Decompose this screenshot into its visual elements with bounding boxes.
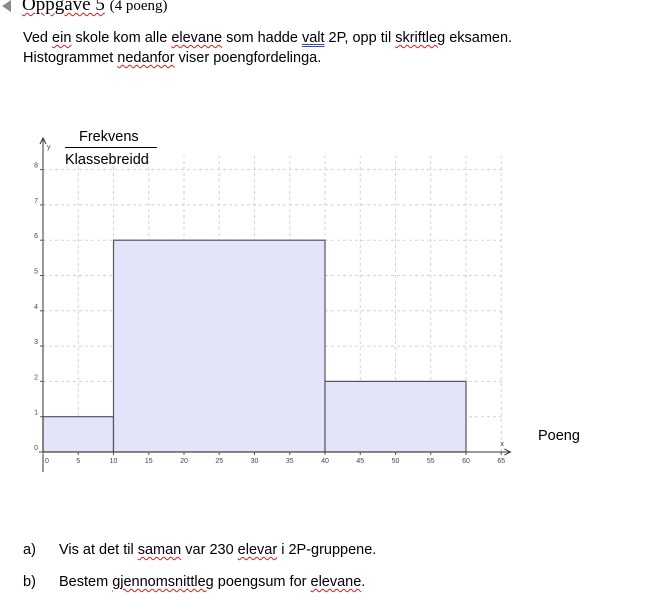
y-tick-label: 6 — [34, 233, 38, 240]
x-tick-label: 35 — [286, 458, 294, 465]
question-text-part: Vis at det til — [59, 542, 138, 558]
question-text-part: . — [361, 574, 366, 590]
intro-text-part: Ved — [23, 30, 53, 46]
y-label-denominator: Klassebreidd — [65, 152, 149, 168]
histogram-bar — [42, 416, 115, 453]
x-tick-label: 25 — [215, 458, 223, 465]
intro-text: Ved ein skole kom alle elevane som hadde… — [23, 28, 512, 68]
x-tick-label: 10 — [110, 458, 118, 465]
y-axis-letter: y — [47, 144, 51, 151]
x-tick-label: 40 — [321, 458, 329, 465]
histogram-bar — [324, 380, 467, 453]
histogram-bars — [42, 239, 467, 453]
question-word-elevar: elevar — [237, 542, 278, 558]
x-tick-label: 55 — [427, 458, 435, 465]
y-tick-label: 2 — [34, 374, 38, 381]
x-axis-letter: x — [501, 441, 505, 448]
intro-text-part: eksamen. — [445, 30, 513, 46]
intro-text-part: Histogrammet — [23, 50, 118, 66]
intro-word-nedanfor: nedanfor — [117, 50, 175, 66]
question-a: a) Vis at det til saman var 230 elevar i … — [23, 542, 376, 558]
intro-word-elevane: elevane — [171, 30, 223, 46]
x-tick-label: 0 — [45, 458, 49, 465]
histogram-bar — [112, 239, 326, 453]
intro-word-ein: ein — [52, 30, 72, 46]
task-title-text: Oppgåve 5 — [22, 0, 105, 15]
x-tick-label: 45 — [356, 458, 364, 465]
intro-word-valt: valt — [301, 30, 325, 46]
question-word-gjennomsnittleg: gjennomsnittleg — [112, 574, 214, 590]
y-tick-label: 0 — [34, 445, 38, 452]
question-word-saman: saman — [137, 542, 182, 558]
y-tick-label: 8 — [34, 163, 38, 170]
y-tick-label: 1 — [34, 410, 38, 417]
question-text-part: i 2P-gruppene. — [277, 542, 377, 558]
question-word-elevane: elevane — [310, 574, 362, 590]
x-tick-label: 20 — [180, 458, 188, 465]
y-tick-label: 7 — [34, 198, 38, 205]
question-a-label: a) — [23, 542, 36, 558]
question-b-label: b) — [23, 574, 36, 590]
x-tick-label: 50 — [392, 458, 400, 465]
x-tick-label: 60 — [462, 458, 470, 465]
x-tick-label: 5 — [76, 458, 80, 465]
question-text-part: var 230 — [181, 542, 238, 558]
x-axis-label: Poeng — [538, 428, 580, 444]
task-title: Oppgåve 5 (4 poeng) — [22, 0, 168, 16]
x-tick-label: 65 — [497, 458, 505, 465]
question-text-part: Bestem — [59, 574, 113, 590]
y-tick-label: 3 — [34, 339, 38, 346]
intro-word-skriftleg: skriftleg — [395, 30, 446, 46]
intro-line-1: Ved ein skole kom alle elevane som hadde… — [23, 28, 512, 48]
y-tick-label: 4 — [34, 304, 38, 311]
y-label-fraction-bar — [65, 147, 157, 148]
x-tick-label: 30 — [251, 458, 259, 465]
y-tick-label: 5 — [34, 269, 38, 276]
y-axis-arrow — [39, 136, 47, 145]
task-points: (4 poeng) — [109, 0, 168, 14]
intro-text-part: 2P, opp til — [324, 30, 396, 46]
question-text-part: poengsum for — [213, 574, 311, 590]
intro-line-2: Histogrammet nedanfor viser poengfordeli… — [23, 48, 512, 68]
x-tick-label: 15 — [145, 458, 153, 465]
intro-text-part: skole kom alle — [71, 30, 172, 46]
y-label-numerator: Frekvens — [79, 129, 139, 145]
intro-text-part: som hadde — [222, 30, 302, 46]
intro-text-part: viser poengfordelinga. — [174, 50, 322, 66]
x-axis-arrow — [504, 448, 512, 456]
heading-collapse-marker[interactable] — [2, 0, 11, 12]
question-b: b) Bestem gjennomsnittleg poengsum for el… — [23, 574, 365, 590]
